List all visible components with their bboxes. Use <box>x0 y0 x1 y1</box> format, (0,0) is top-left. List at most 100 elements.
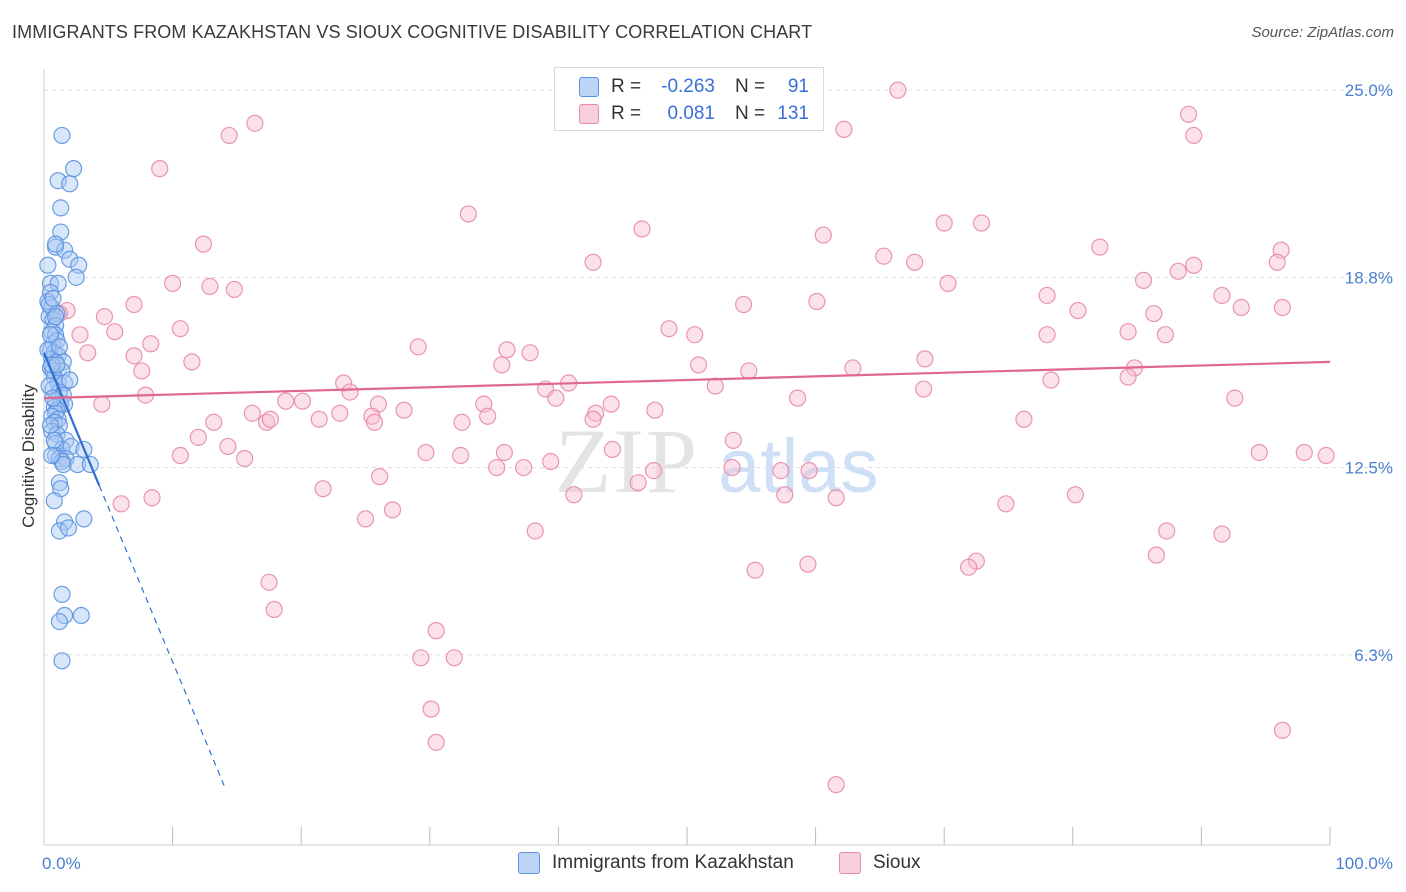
sioux-point <box>906 253 924 271</box>
sioux-point <box>935 214 953 232</box>
sioux-point <box>265 600 283 619</box>
sioux-point <box>603 440 622 459</box>
sioux-point <box>189 428 207 446</box>
sioux-point <box>427 733 445 751</box>
legend-item-kazakhstan: Immigrants from Kazakhstan <box>518 852 794 874</box>
sioux-point <box>479 407 497 425</box>
sioux-point <box>875 247 893 265</box>
sioux-point <box>356 510 375 528</box>
sioux-point <box>125 295 143 314</box>
legend-n-value: 131 <box>777 103 809 124</box>
kazakhstan-point <box>50 338 69 356</box>
kazakhstan-point <box>53 652 71 670</box>
legend-label-kazakhstan: Immigrants from Kazakhstan <box>552 852 794 873</box>
sioux-point <box>633 220 651 238</box>
stats-legend: R = -0.263 N = 91 R = 0.081 N = 131 <box>554 67 824 131</box>
sioux-point <box>225 280 243 299</box>
sioux-point <box>723 458 741 477</box>
sioux-point <box>488 458 506 477</box>
sioux-point <box>335 374 353 392</box>
sioux-point <box>427 622 445 640</box>
sioux-point <box>1268 253 1286 271</box>
legend-row-sioux: R = 0.081 N = 131 <box>579 101 809 127</box>
sioux-point <box>1273 721 1292 739</box>
legend-item-sioux: Sioux <box>839 852 921 874</box>
sioux-point <box>584 253 602 271</box>
sioux-point <box>220 126 238 145</box>
watermark-atlas: atlas <box>718 424 879 509</box>
sioux-point <box>584 410 602 428</box>
sioux-point <box>246 114 264 132</box>
sioux-point <box>133 362 151 380</box>
sioux-point <box>602 395 620 413</box>
sioux-point <box>1317 446 1335 465</box>
sioux-point <box>79 344 97 362</box>
sioux-point <box>371 468 389 486</box>
sioux-point <box>808 292 826 311</box>
sioux-point <box>660 320 678 338</box>
sioux-point <box>1119 368 1137 386</box>
sioux-point <box>629 474 647 492</box>
sioux-point <box>1038 326 1056 344</box>
sioux-point <box>960 558 978 576</box>
kazakhstan-point <box>50 612 69 631</box>
kazakhstan-point <box>44 289 62 308</box>
trend-lines <box>42 352 1331 786</box>
source-credit: Source: ZipAtlas.com <box>1251 24 1394 41</box>
sioux-point <box>243 404 261 422</box>
sioux-point <box>1042 371 1060 389</box>
kazakhstan-point <box>45 431 63 449</box>
sioux-point <box>459 205 477 223</box>
sioux-trend-line <box>43 360 1331 400</box>
sioux-point <box>1134 271 1153 289</box>
kazakhstan-point <box>43 446 61 465</box>
legend-r-label: R = <box>611 76 642 97</box>
sioux-point <box>112 495 130 513</box>
watermark-zip: ZIP <box>555 410 699 512</box>
sioux-point <box>1145 304 1163 323</box>
sioux-point <box>772 461 790 480</box>
legend-r-value: 0.081 <box>667 103 715 124</box>
kazakhstan-point <box>53 585 71 603</box>
sioux-point <box>997 495 1015 513</box>
sioux-point <box>422 700 440 718</box>
sioux-point <box>542 452 560 471</box>
sioux-point <box>1185 256 1203 274</box>
sioux-point <box>445 649 463 667</box>
sioux-point <box>1232 298 1250 317</box>
sioux-point <box>365 413 384 431</box>
sioux-point <box>1250 443 1268 462</box>
sioux-point <box>800 461 818 480</box>
sioux-point <box>835 120 853 138</box>
sioux-point <box>827 489 845 507</box>
sioux-point <box>1295 443 1313 462</box>
sioux-point <box>1158 522 1176 540</box>
kazakhstan-point <box>61 371 79 389</box>
legend-swatch-blue <box>518 852 540 874</box>
sioux-point <box>409 338 427 356</box>
sioux-point <box>142 335 160 353</box>
sioux-point <box>1179 105 1198 123</box>
kazakhstan-point <box>67 268 85 286</box>
kazakhstan-point <box>53 126 71 145</box>
kazakhstan-point <box>75 510 93 528</box>
sioux-point <box>1226 389 1244 407</box>
sioux-point <box>734 295 753 314</box>
sioux-point <box>939 274 957 292</box>
kazakhstan-trend-extension <box>98 485 225 786</box>
sioux-point <box>844 359 862 377</box>
sioux-point <box>916 350 934 368</box>
sioux-point <box>1156 326 1174 344</box>
sioux-point <box>293 392 312 410</box>
y-axis-title: Cognitive Disability <box>19 384 38 528</box>
sioux-point <box>93 395 111 413</box>
sioux-point <box>395 401 413 419</box>
series-kazakhstan-points <box>39 126 99 670</box>
y-tick-label: 6.3% <box>1354 646 1393 665</box>
sioux-point <box>143 489 161 507</box>
sioux-point <box>125 347 143 365</box>
legend-swatch-blue <box>579 77 599 97</box>
kazakhstan-point <box>59 519 78 537</box>
sioux-point <box>495 443 513 462</box>
legend-r-label: R = <box>611 103 642 124</box>
